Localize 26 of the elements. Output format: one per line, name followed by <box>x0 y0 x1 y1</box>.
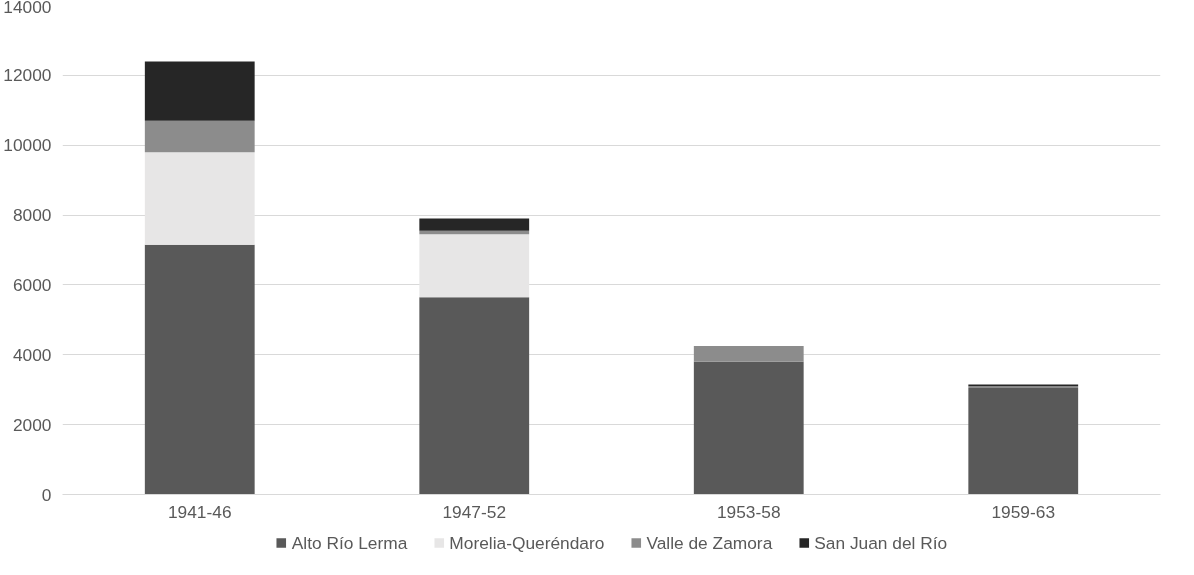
y-tick-label: 0 <box>41 484 52 505</box>
bar <box>419 218 530 231</box>
x-tick-label: 1959-63 <box>991 501 1056 522</box>
bar <box>144 61 255 121</box>
bar <box>693 361 804 495</box>
x-tick-label: 1953-58 <box>716 501 781 522</box>
bar <box>144 244 255 495</box>
legend-label: Valle de Zamora <box>646 532 773 553</box>
legend-label: Alto Río Lerma <box>291 532 408 553</box>
y-tick-label: 14000 <box>3 0 52 17</box>
y-tick-label: 8000 <box>12 205 52 226</box>
bar <box>144 120 255 153</box>
bar <box>693 346 804 362</box>
y-tick-label: 4000 <box>12 344 52 365</box>
y-tick-label: 6000 <box>12 274 52 295</box>
bar <box>419 297 530 495</box>
x-tick-label: 1941-46 <box>167 501 232 522</box>
x-tick-label: 1947-52 <box>442 501 507 522</box>
y-tick-label: 10000 <box>3 135 52 156</box>
bar <box>144 152 255 245</box>
legend-label: Morelia-Queréndaro <box>449 532 605 553</box>
y-tick-label: 12000 <box>3 65 52 86</box>
legend-label: San Juan del Río <box>814 532 948 553</box>
bar <box>968 387 1079 495</box>
bar <box>419 234 530 298</box>
y-tick-label: 2000 <box>12 414 52 435</box>
